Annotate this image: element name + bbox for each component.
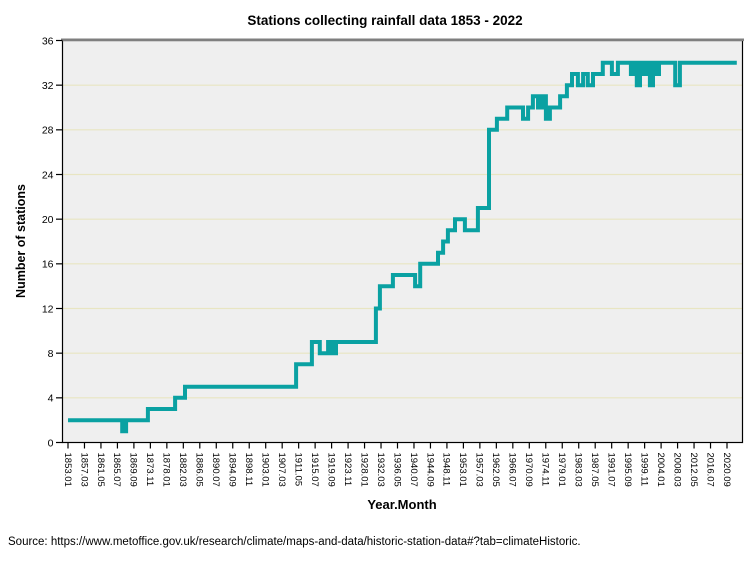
x-tick-label: 1991.07 <box>605 453 616 487</box>
x-tick-label: 1853.01 <box>62 453 73 487</box>
x-tick-label: 1919.09 <box>325 453 336 487</box>
y-tick-label: 24 <box>42 169 54 181</box>
x-tick-label: 1878.01 <box>161 453 172 487</box>
x-tick-label: 1940.07 <box>408 453 419 487</box>
x-tick-label: 1865.07 <box>111 453 122 487</box>
x-tick-label: 1966.07 <box>507 453 518 487</box>
x-tick-label: 1953.01 <box>457 453 468 487</box>
y-tick-label: 8 <box>48 348 54 360</box>
x-tick-label: 1979.01 <box>556 453 567 487</box>
x-tick-label: 1987.05 <box>589 453 600 487</box>
x-tick-label: 1898.11 <box>243 453 254 487</box>
stations-step-line <box>68 60 737 434</box>
rainfall-stations-step-chart: 0 4 8 12 16 20 24 28 32 36 1853.01 1857.03 1861.05 18… <box>42 35 744 487</box>
x-tick-label: 1882.03 <box>177 453 188 487</box>
x-tick-label: 1890.07 <box>210 453 221 487</box>
x-tick-label: 1995.09 <box>622 453 633 487</box>
x-tick-label: 1869.09 <box>128 453 139 487</box>
x-tick-label: 2004.01 <box>655 453 666 487</box>
y-tick-label: 28 <box>42 125 54 137</box>
x-tick-label: 2020.09 <box>721 453 732 487</box>
x-tick-label: 1970.09 <box>523 453 534 487</box>
y-tick-label: 36 <box>42 35 54 47</box>
x-tick-label: 1974.11 <box>540 453 551 487</box>
chart-title: Stations collecting rainfall data 1853 -… <box>247 13 523 28</box>
y-tick-label: 16 <box>42 259 54 271</box>
x-tick-label: 1962.05 <box>490 453 501 487</box>
x-tick-label: 1903.01 <box>260 453 271 487</box>
y-tick-label: 4 <box>48 393 54 405</box>
y-tick-label: 32 <box>42 80 54 92</box>
x-tick-label: 1999.11 <box>638 453 649 487</box>
x-tick-label: 2012.05 <box>688 453 699 487</box>
y-tick-label: 20 <box>42 214 54 226</box>
x-tick-label: 2008.03 <box>671 453 682 487</box>
source-note: Source: https://www.metoffice.gov.uk/res… <box>8 536 581 548</box>
x-tick-label: 1857.03 <box>78 453 89 487</box>
y-tick-label: 0 <box>48 437 54 449</box>
x-tick-label: 1948.11 <box>441 453 452 487</box>
x-tick-label: 1915.07 <box>309 453 320 487</box>
x-tick-label: 1957.03 <box>474 453 485 487</box>
x-tick-label: 2016.07 <box>704 453 715 487</box>
x-axis-title: Year.Month <box>367 497 437 512</box>
x-tick-label: 1894.09 <box>227 453 238 487</box>
y-tick-label: 12 <box>42 303 54 315</box>
x-tick-label: 1861.05 <box>95 453 106 487</box>
x-tick-label: 1873.11 <box>144 453 155 487</box>
x-tick-label: 1944.09 <box>424 453 435 487</box>
x-tick-label: 1932.03 <box>375 453 386 487</box>
x-tick-label: 1886.05 <box>194 453 205 487</box>
x-tick-label: 1907.03 <box>276 453 287 487</box>
plot-area <box>62 40 743 443</box>
x-tick-label: 1923.11 <box>342 453 353 487</box>
x-tick-label: 1936.05 <box>391 453 402 487</box>
x-tick-label: 1928.01 <box>358 453 369 487</box>
x-tick-label: 1983.03 <box>573 453 584 487</box>
x-tick-label: 1911.05 <box>292 453 303 487</box>
